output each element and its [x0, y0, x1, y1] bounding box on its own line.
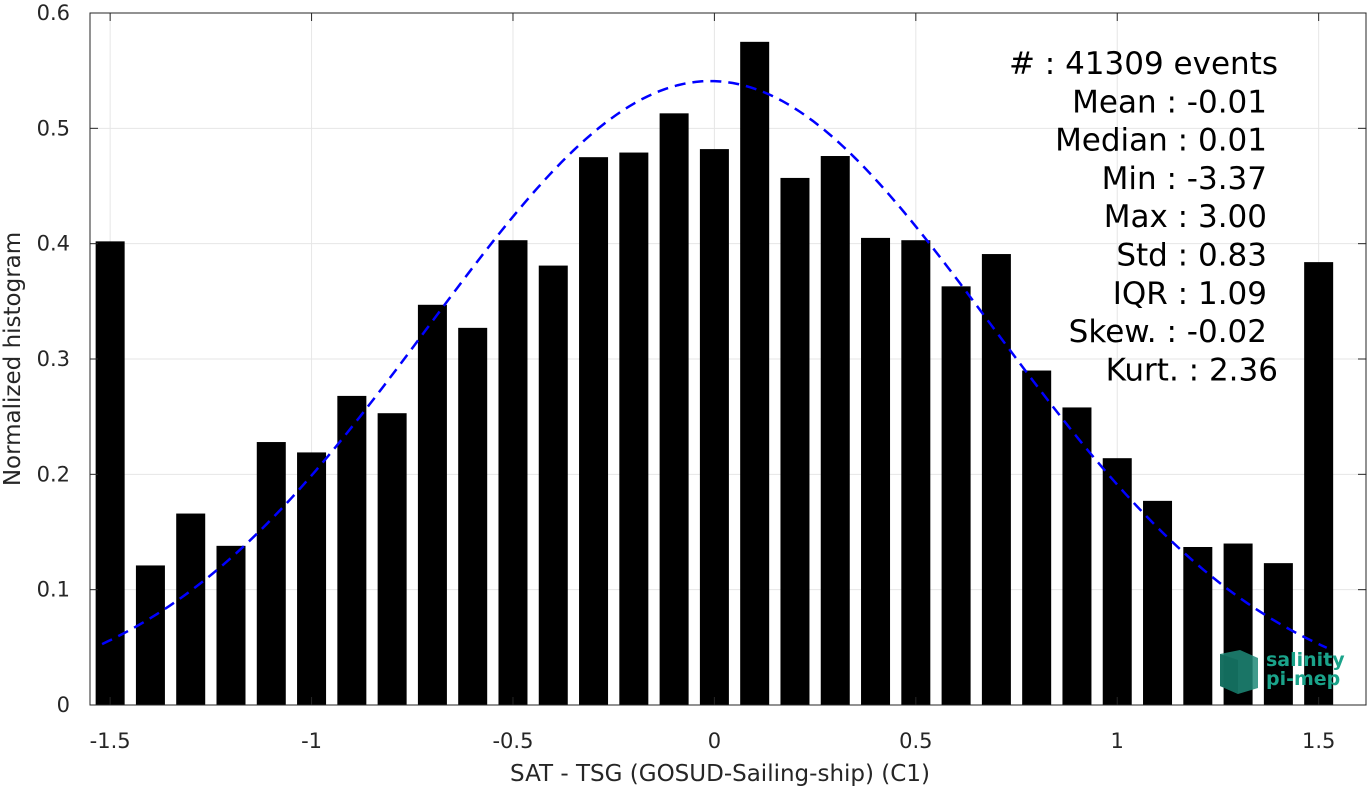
histogram-bar-8 [417, 304, 447, 705]
gaussian-fit-curve [101, 79, 1328, 649]
x-tick-label-5: 1 [1111, 729, 1124, 753]
stats-line-2: Median : 0.01 [1055, 123, 1267, 159]
y-tick-label-4: 0.4 [37, 232, 70, 256]
histogram-bar-7 [377, 413, 407, 705]
logo-text-pi-mep: pi-mep [1266, 668, 1340, 690]
histogram-bar-22 [981, 254, 1011, 705]
stats-line-7: Skew. : -0.02 [1069, 314, 1267, 350]
histogram-bar-19 [861, 237, 891, 705]
histogram-bar-1 [135, 565, 165, 705]
stats-line-4: Max : 3.00 [1104, 199, 1267, 235]
histogram-bar-9 [458, 327, 488, 705]
histogram-bar-16 [740, 41, 770, 706]
histogram-bar-25 [1102, 458, 1132, 705]
y-tick-label-0: 0 [57, 693, 70, 717]
histogram-bar-11 [538, 265, 568, 705]
stats-line-6: IQR : 1.09 [1113, 276, 1267, 312]
histogram-bar-5 [297, 452, 327, 705]
histogram-bar-26 [1143, 500, 1173, 705]
histogram-bar-13 [619, 152, 649, 705]
y-tick-label-2: 0.2 [37, 462, 70, 486]
histogram-bar-15 [699, 149, 729, 706]
y-tick-labels: 0 0.1 0.2 0.3 0.4 0.5 0.6 [37, 1, 70, 717]
x-tick-label-4: 0.5 [899, 729, 932, 753]
histogram-bar-27 [1183, 546, 1213, 705]
histogram-bar-23 [1022, 370, 1052, 705]
axis-ticks [90, 12, 1366, 706]
histogram-bar-0 [95, 241, 125, 706]
histogram-bars [95, 41, 1334, 706]
y-axis-label: Normalized histogram [0, 232, 26, 486]
x-tick-labels: -1.5 -1 -0.5 0 0.5 1 1.5 [90, 729, 1336, 753]
histogram-bar-30 [1304, 262, 1334, 705]
histogram-bar-29 [1263, 563, 1293, 705]
x-axis-label: SAT - TSG (GOSUD-Sailing-ship) (C1) [510, 761, 930, 787]
histogram-bar-6 [337, 395, 367, 705]
histogram-bar-18 [820, 156, 850, 706]
x-tick-label-6: 1.5 [1302, 729, 1335, 753]
histogram-bar-2 [176, 513, 206, 705]
logo-text-salinity: salinity [1266, 649, 1345, 671]
x-tick-label-1: -1 [301, 729, 322, 753]
histogram-bar-3 [216, 545, 246, 705]
salinity-pi-mep-logo: salinity pi-mep [1220, 649, 1345, 694]
y-tick-label-5: 0.5 [37, 116, 70, 140]
histogram-bar-10 [498, 240, 528, 705]
histogram-bar-24 [1062, 407, 1092, 705]
stats-line-5: Std : 0.83 [1116, 238, 1267, 274]
x-tick-label-0: -1.5 [90, 729, 131, 753]
x-tick-label-3: 0 [708, 729, 721, 753]
stats-line-0: # : 41309 events [1009, 46, 1278, 82]
x-tick-label-2: -0.5 [492, 729, 533, 753]
stats-line-3: Min : -3.37 [1102, 161, 1267, 197]
y-tick-label-3: 0.3 [37, 347, 70, 371]
logo-cube-face [1220, 654, 1238, 694]
stats-line-8: Kurt. : 2.36 [1106, 352, 1278, 388]
y-tick-label-6: 0.6 [37, 1, 70, 25]
histogram-bar-4 [256, 442, 286, 705]
histogram-bar-17 [780, 177, 810, 706]
y-tick-label-1: 0.1 [37, 578, 70, 602]
histogram-bar-21 [941, 286, 971, 705]
histogram-bar-14 [659, 113, 689, 706]
stats-line-1: Mean : -0.01 [1072, 84, 1267, 120]
histogram-bar-20 [901, 240, 931, 705]
histogram-bar-12 [579, 157, 609, 705]
